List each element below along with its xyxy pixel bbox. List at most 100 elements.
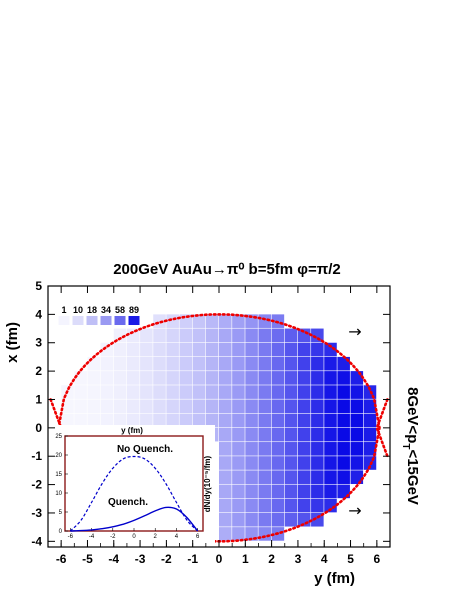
heatmap-cell bbox=[179, 371, 193, 385]
heatmap-cell bbox=[324, 399, 337, 414]
y-tick-label: 1 bbox=[35, 392, 42, 406]
heatmap-cell bbox=[166, 371, 179, 385]
heatmap-cell bbox=[245, 512, 258, 527]
x-tick-label: 0 bbox=[216, 552, 223, 566]
heatmap-cell bbox=[363, 413, 377, 428]
arrow-lower: → bbox=[348, 501, 361, 520]
x-tick-label: 2 bbox=[268, 552, 275, 566]
y-tick-label: 3 bbox=[35, 336, 42, 350]
heatmap-cell bbox=[232, 371, 245, 385]
heatmap-cell bbox=[297, 342, 311, 357]
heatmap-cell bbox=[192, 328, 206, 343]
heatmap-cell bbox=[140, 356, 153, 371]
heatmap-cell bbox=[271, 498, 285, 513]
heatmap-cell bbox=[258, 328, 272, 343]
heatmap-cell bbox=[297, 456, 311, 470]
color-scale-swatch bbox=[58, 316, 70, 325]
heatmap-cell bbox=[153, 328, 166, 343]
heatmap-cell bbox=[311, 456, 324, 470]
inset-y-tick-label: 20 bbox=[55, 453, 62, 459]
heatmap-cell bbox=[205, 314, 219, 328]
heatmap-cell bbox=[350, 399, 364, 414]
heatmap-cell bbox=[363, 427, 377, 442]
heatmap-cell bbox=[232, 470, 245, 484]
heatmap-cell bbox=[337, 385, 350, 399]
inset-x-tick-label: 4 bbox=[175, 534, 179, 540]
color-scale-label: 1 bbox=[61, 305, 66, 315]
heatmap-cell bbox=[232, 342, 245, 357]
color-scale-label: 10 bbox=[73, 305, 83, 315]
heatmap-cell bbox=[258, 470, 272, 484]
y-tick-label: -1 bbox=[31, 449, 42, 463]
heatmap-cell bbox=[258, 385, 272, 399]
heatmap-cell bbox=[258, 527, 272, 541]
heatmap-cell bbox=[113, 356, 127, 371]
heatmap-cell bbox=[245, 413, 258, 428]
x-tick-label: 1 bbox=[242, 552, 249, 566]
heatmap-cell bbox=[350, 371, 364, 385]
heatmap-cell bbox=[350, 456, 364, 470]
heatmap-cell bbox=[337, 442, 350, 456]
legend-quench: Quench. bbox=[108, 497, 148, 508]
heatmap-cell bbox=[245, 328, 258, 343]
heatmap-cell bbox=[74, 385, 87, 399]
x-tick-label: -3 bbox=[135, 552, 146, 566]
heatmap-cell bbox=[205, 371, 219, 385]
heatmap-cell bbox=[100, 371, 114, 385]
heatmap-cell bbox=[153, 399, 166, 414]
heatmap-cell bbox=[219, 356, 232, 371]
heatmap-cell bbox=[271, 456, 285, 470]
heatmap-cell bbox=[258, 442, 272, 456]
heatmap-cell bbox=[100, 385, 114, 399]
heatmap-cell bbox=[179, 385, 193, 399]
heatmap-cell bbox=[219, 399, 232, 414]
heatmap-cell bbox=[232, 456, 245, 470]
heatmap-cell bbox=[61, 399, 74, 414]
x-axis-label: y (fm) bbox=[314, 570, 355, 587]
heatmap-cell bbox=[232, 442, 245, 456]
heatmap-cell bbox=[350, 427, 364, 442]
heatmap-cell bbox=[284, 399, 298, 414]
color-scale-swatch bbox=[86, 316, 98, 325]
heatmap-cell bbox=[192, 371, 206, 385]
heatmap-cell bbox=[337, 470, 350, 484]
heatmap-cell bbox=[337, 399, 350, 414]
color-scale-swatch bbox=[72, 316, 84, 325]
heatmap-cell bbox=[258, 314, 272, 328]
heatmap-cell bbox=[113, 371, 127, 385]
y-tick-label: 0 bbox=[35, 421, 42, 435]
heatmap-cell bbox=[153, 371, 166, 385]
heatmap-cell bbox=[245, 484, 258, 499]
heatmap-cell bbox=[140, 371, 153, 385]
inset-y-tick-label: 0 bbox=[59, 529, 63, 535]
heatmap-cell bbox=[219, 427, 232, 442]
heatmap-cell bbox=[192, 385, 206, 399]
heatmap-cell bbox=[324, 456, 337, 470]
heatmap-cell bbox=[324, 371, 337, 385]
heatmap-cell bbox=[153, 356, 166, 371]
series-no-quench-line bbox=[69, 455, 199, 532]
y-axis-label: x (fm) bbox=[4, 322, 21, 363]
heatmap-cell bbox=[297, 484, 311, 499]
heatmap-cell bbox=[100, 356, 114, 371]
heatmap-cell bbox=[245, 442, 258, 456]
heatmap-cell bbox=[219, 342, 232, 357]
heatmap-cell bbox=[311, 442, 324, 456]
legend-no-quench: No Quench. bbox=[117, 444, 173, 455]
inset-x-tick-label: 0 bbox=[132, 534, 136, 540]
heatmap-cell bbox=[232, 328, 245, 343]
heatmap-cell bbox=[337, 413, 350, 428]
heatmap-cell bbox=[100, 399, 114, 414]
heatmap-cell bbox=[271, 328, 285, 343]
heatmap-cell bbox=[284, 413, 298, 428]
x-tick-label: -6 bbox=[56, 552, 67, 566]
heatmap-cell bbox=[205, 342, 219, 357]
heatmap-cell bbox=[166, 413, 179, 428]
heatmap-cell bbox=[166, 356, 179, 371]
heatmap-cell bbox=[311, 470, 324, 484]
heatmap-cell bbox=[258, 484, 272, 499]
inset-y-tick-label: 15 bbox=[55, 472, 62, 478]
heatmap-cell bbox=[140, 385, 153, 399]
